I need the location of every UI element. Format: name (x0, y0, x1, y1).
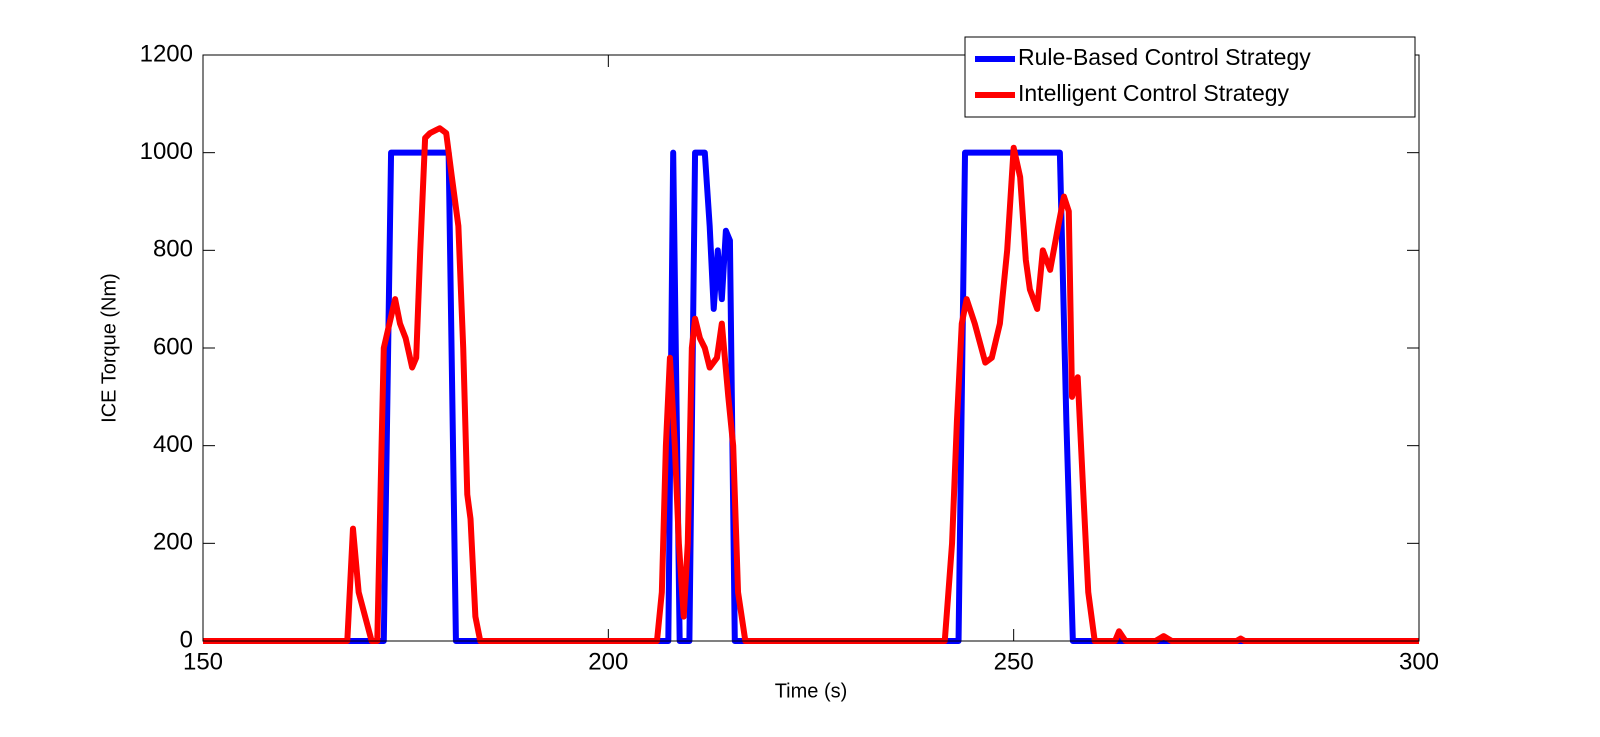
legend-label: Intelligent Control Strategy (1018, 80, 1290, 106)
legend-label: Rule-Based Control Strategy (1018, 44, 1311, 70)
y-tick-label: 200 (153, 529, 193, 556)
x-axis-label: Time (s) (775, 680, 848, 702)
data-line (203, 149, 1419, 644)
x-tick-label: 300 (1399, 648, 1439, 675)
y-tick-label: 600 (153, 333, 193, 360)
x-tick-label: 250 (994, 648, 1034, 675)
legend-box (964, 36, 1416, 118)
y-tick-label: 1200 (140, 40, 193, 67)
y-tick-label: 400 (153, 431, 193, 458)
x-tick-label: 200 (588, 648, 628, 675)
y-axis-label: ICE Torque (Nm) (98, 273, 120, 423)
data-line (203, 125, 1419, 644)
x-tick-label: 150 (183, 648, 223, 675)
plot-frame (202, 54, 1420, 642)
y-tick-label: 0 (180, 626, 193, 653)
y-tick-label: 1000 (140, 138, 193, 165)
y-tick-label: 800 (153, 236, 193, 263)
